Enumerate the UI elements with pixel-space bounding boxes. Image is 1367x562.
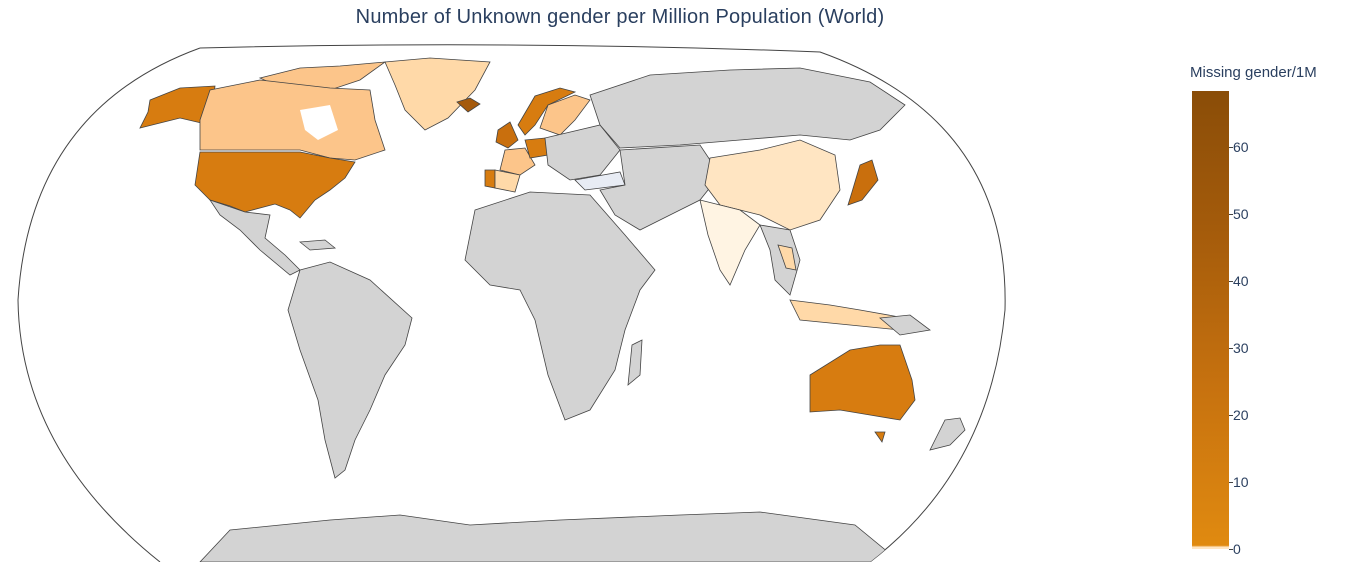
colorbar-tickmark: [1229, 415, 1233, 416]
region-portugal[interactable]: [484, 169, 496, 189]
colorbar-tick-20: 20: [1233, 407, 1249, 423]
region-caribbean[interactable]: [298, 239, 337, 251]
region-mexico[interactable]: [209, 199, 301, 276]
region-tasmania[interactable]: [874, 431, 886, 443]
region-iceland[interactable]: [456, 97, 481, 113]
region-france[interactable]: [499, 147, 536, 176]
region-norway[interactable]: [517, 87, 577, 136]
colorbar-tickmark: [1229, 482, 1233, 483]
region-china[interactable]: [704, 139, 841, 231]
region-new-zealand[interactable]: [929, 417, 966, 451]
region-madagascar[interactable]: [627, 339, 643, 386]
region-africa[interactable]: [464, 191, 656, 421]
world-map: [17, 44, 1006, 562]
colorbar-tick-60: 60: [1233, 139, 1249, 155]
colorbar-tick-0: 0: [1233, 541, 1241, 557]
colorbar-tickmark: [1229, 281, 1233, 282]
region-alaska[interactable]: [139, 85, 216, 129]
colorbar-tick-40: 40: [1233, 273, 1249, 289]
colorbar-tick-50: 50: [1233, 206, 1249, 222]
region-spain[interactable]: [494, 169, 521, 193]
region-antarctica[interactable]: [199, 511, 902, 562]
region-russia[interactable]: [589, 67, 906, 149]
colorbar-title: Missing gender/1M: [1190, 64, 1317, 81]
colorbar-tickmark: [1229, 147, 1233, 148]
region-india[interactable]: [699, 199, 761, 286]
colorbar-tick-10: 10: [1233, 474, 1249, 490]
colorbar-gradient: [1192, 91, 1229, 549]
region-south-america[interactable]: [287, 261, 413, 479]
region-united-kingdom[interactable]: [495, 121, 519, 149]
map-svg: [17, 44, 1006, 562]
hudson-bay: [300, 105, 338, 140]
colorbar-tickmark: [1229, 549, 1233, 550]
region-canada[interactable]: [199, 79, 386, 161]
colorbar: Missing gender/1M 0 10 20 30 40 50 60: [1180, 60, 1360, 560]
region-greenland[interactable]: [384, 57, 491, 131]
region-thailand[interactable]: [777, 244, 797, 271]
colorbar-tickmark: [1229, 214, 1233, 215]
colorbar-tickmark: [1229, 348, 1233, 349]
region-se-asia[interactable]: [759, 224, 801, 296]
colorbar-tick-30: 30: [1233, 340, 1249, 356]
map-title: Number of Unknown gender per Million Pop…: [355, 6, 885, 28]
region-new-guinea[interactable]: [879, 314, 931, 336]
region-united-states[interactable]: [194, 151, 356, 219]
region-japan[interactable]: [847, 159, 879, 206]
region-australia[interactable]: [809, 344, 916, 421]
